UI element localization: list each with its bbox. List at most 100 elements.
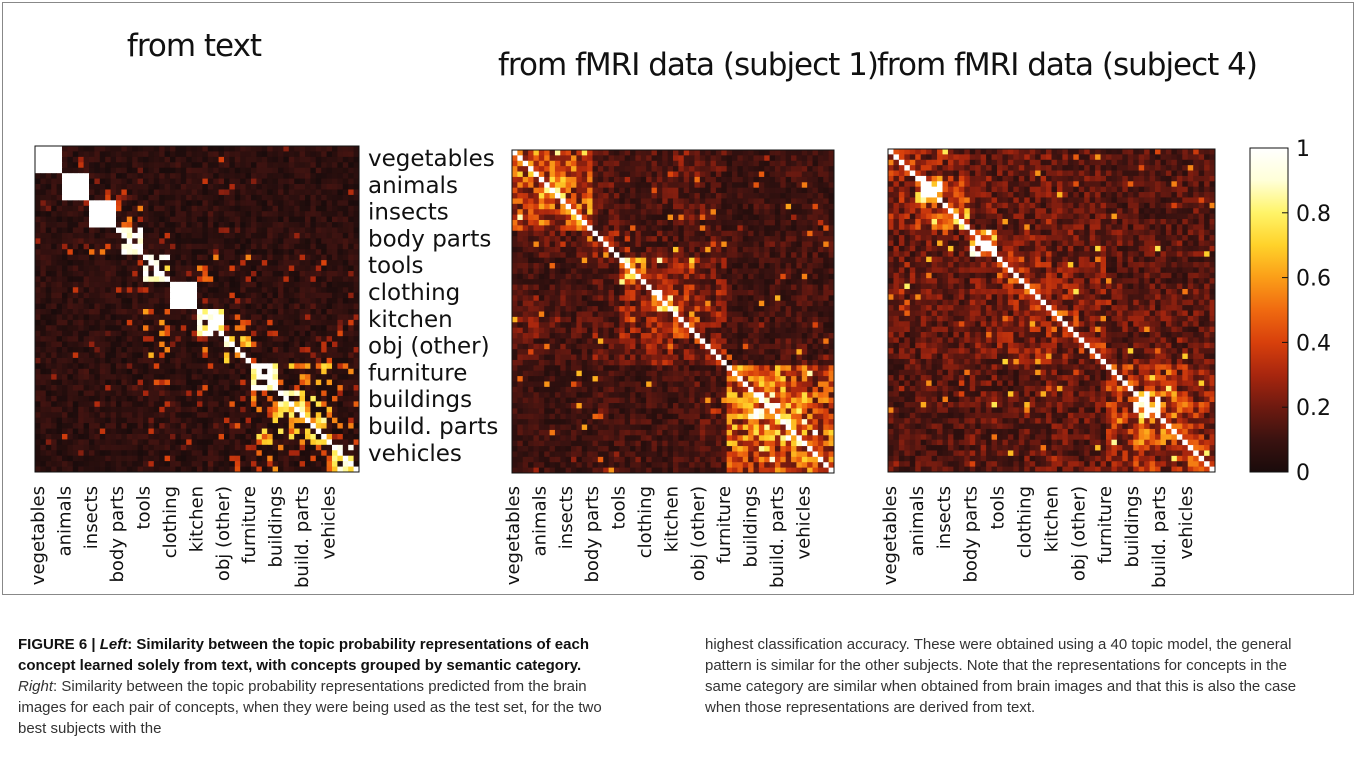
heatmap-cell	[153, 216, 160, 223]
heatmap-cell	[83, 461, 90, 467]
heatmap-cell	[94, 363, 101, 370]
heatmap-cell	[283, 167, 290, 174]
heatmap-cell	[715, 241, 722, 248]
heatmap-cell	[769, 246, 776, 253]
heatmap-cell	[143, 200, 149, 207]
heatmap-cell	[332, 156, 338, 163]
heatmap-cell	[121, 254, 128, 261]
heatmap-cell	[267, 222, 273, 228]
heatmap-cell	[774, 203, 781, 210]
heatmap-cell	[234, 385, 241, 391]
heatmap-cell	[278, 194, 284, 201]
heatmap-cell	[99, 379, 106, 386]
heatmap-cell	[218, 200, 225, 207]
heatmap-cell	[213, 325, 219, 332]
heatmap-cell	[143, 270, 149, 277]
heatmap-cell	[256, 265, 263, 272]
heatmap-cell	[337, 243, 344, 250]
heatmap-cell	[175, 325, 182, 332]
heatmap-cell	[764, 182, 770, 189]
heatmap-cell	[99, 433, 106, 440]
heatmap-cell	[801, 166, 808, 172]
heatmap-cell	[56, 260, 63, 266]
heatmap-cell	[272, 227, 279, 234]
heatmap-cell	[769, 160, 776, 167]
heatmap-cell	[278, 276, 284, 283]
heatmap-cell	[180, 292, 187, 299]
heatmap-cell	[796, 187, 803, 194]
heatmap-cell	[305, 450, 311, 457]
heatmap-cell	[175, 227, 182, 234]
heatmap-cell	[656, 166, 663, 172]
heatmap-cell	[780, 150, 787, 156]
heatmap-cell	[207, 194, 214, 201]
heatmap-cell	[699, 230, 706, 237]
heatmap-cell	[576, 268, 583, 275]
heatmap-cell	[337, 276, 344, 283]
heatmap-cell	[699, 171, 706, 178]
heatmap-cell	[207, 423, 214, 429]
heatmap-cell	[153, 254, 160, 261]
heatmap-cell	[234, 455, 241, 462]
heatmap-cell	[283, 222, 290, 228]
heatmap-cell	[256, 368, 263, 375]
heatmap-cell	[207, 379, 214, 386]
heatmap-cell	[213, 347, 219, 353]
heatmap-cell	[294, 227, 300, 234]
heatmap-cell	[326, 439, 333, 446]
heatmap-cell	[710, 225, 717, 232]
heatmap-cell	[576, 214, 583, 221]
heatmap-cell	[245, 276, 252, 283]
heatmap-cell	[116, 162, 122, 169]
heatmap-cell	[726, 182, 733, 189]
heatmap-cell	[342, 379, 349, 386]
heatmap-cell	[116, 194, 122, 201]
heatmap-cell	[565, 241, 572, 248]
heatmap-cell	[807, 182, 813, 189]
heatmap-cell	[353, 363, 360, 370]
heatmap-cell	[699, 268, 706, 275]
heatmap-cell	[234, 216, 241, 223]
heatmap-cell	[121, 347, 128, 353]
heatmap-cell	[245, 466, 252, 473]
heatmap-cell	[342, 444, 349, 451]
heatmap-cell	[175, 146, 182, 152]
heatmap-cell	[72, 433, 79, 440]
heatmap-cell	[159, 433, 165, 440]
heatmap-cell	[683, 193, 690, 199]
heatmap-cell	[310, 303, 317, 310]
heatmap-cell	[56, 439, 63, 446]
heatmap-cell	[186, 428, 192, 435]
heatmap-cell	[256, 379, 263, 386]
heatmap-cell	[72, 232, 79, 239]
heatmap-cell	[646, 268, 652, 275]
heatmap-cell	[656, 193, 663, 199]
heatmap-cell	[592, 193, 599, 199]
heatmap-cell	[321, 368, 327, 375]
heatmap-cell	[251, 390, 257, 397]
heatmap-cell	[62, 292, 68, 299]
heatmap-cell	[224, 363, 230, 370]
heatmap-cell	[180, 368, 187, 375]
heatmap-cell	[305, 461, 311, 467]
heatmap-cell	[678, 252, 685, 259]
heatmap-cell	[67, 260, 74, 266]
heatmap-cell	[705, 150, 711, 156]
heatmap-cell	[105, 287, 111, 294]
heatmap-cell	[315, 455, 322, 462]
heatmap-cell	[191, 385, 198, 391]
heatmap-cell	[137, 439, 144, 446]
heatmap-cell	[342, 406, 349, 413]
heatmap-cell	[517, 166, 524, 172]
heatmap-cell	[512, 176, 518, 183]
heatmap-cell	[99, 167, 106, 174]
heatmap-cell	[67, 265, 74, 272]
heatmap-cell	[288, 167, 295, 174]
heatmap-cell	[143, 184, 149, 190]
heatmap-cell	[753, 230, 760, 237]
heatmap-cell	[132, 406, 138, 413]
heatmap-cell	[299, 162, 306, 169]
heatmap-cell	[191, 319, 198, 326]
heatmap-cell	[667, 241, 674, 248]
heatmap-cell	[267, 211, 273, 218]
